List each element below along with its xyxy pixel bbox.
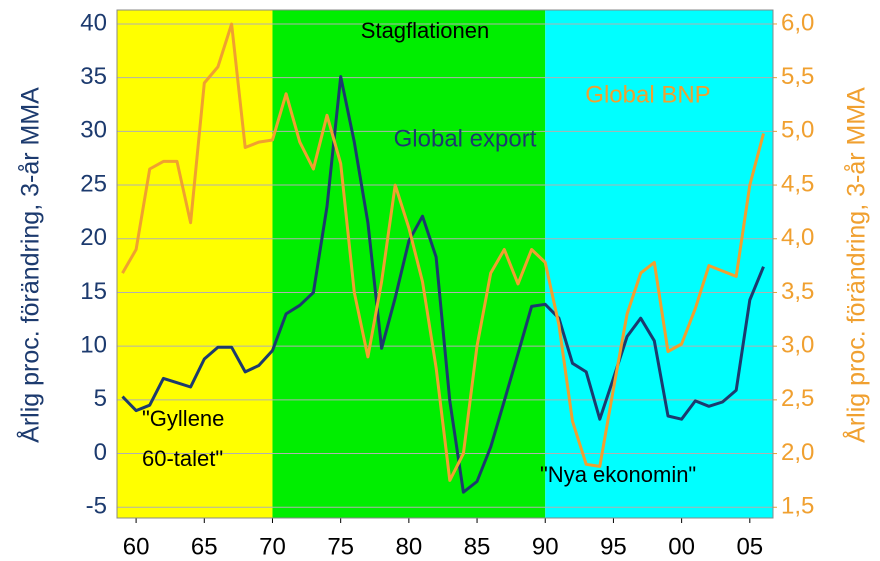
y-tick-label: 15 <box>80 278 107 305</box>
y2-tick-label: 4,5 <box>781 170 814 197</box>
y2-tick-label: 3,5 <box>781 278 814 305</box>
x-tick-label: 80 <box>396 533 423 560</box>
band <box>117 10 273 518</box>
y-axis-title: Årlig proc. förändring, 3-år MMA <box>15 87 45 443</box>
x-tick-label: 85 <box>464 533 491 560</box>
y2-tick-label: 5,0 <box>781 117 814 144</box>
y-tick-label: 0 <box>94 439 107 466</box>
y2-tick-label: 4,0 <box>781 224 814 251</box>
band <box>545 10 773 518</box>
y2-tick-label: 6,0 <box>781 9 814 36</box>
series-line <box>121 22 765 482</box>
series-label: Global export <box>394 125 537 152</box>
y-tick-label: 35 <box>80 63 107 90</box>
annotation: Stagflationen <box>361 18 489 43</box>
y-tick-label: 20 <box>80 224 107 251</box>
y2-tick-label: 2,0 <box>781 439 814 466</box>
x-tick-label: 60 <box>123 533 150 560</box>
y-tick-label: 5 <box>94 385 107 412</box>
y2-tick-label: 3,0 <box>781 332 814 359</box>
y-tick-label: -5 <box>86 493 107 520</box>
annotation: "Nya ekonomin" <box>540 462 696 487</box>
plot-frame <box>116 9 774 519</box>
x-tick-label: 05 <box>736 533 763 560</box>
y2-tick-label: 2,5 <box>781 385 814 412</box>
y2-tick-label: 5,5 <box>781 63 814 90</box>
y-tick-label: 30 <box>80 117 107 144</box>
y-tick-label: 25 <box>80 170 107 197</box>
series-line <box>121 75 765 494</box>
annotation: 60-talet" <box>142 446 223 471</box>
x-tick-label: 75 <box>327 533 354 560</box>
x-tick-label: 70 <box>259 533 286 560</box>
y-tick-label: 10 <box>80 332 107 359</box>
x-tick-label: 90 <box>532 533 559 560</box>
x-tick-label: 95 <box>600 533 627 560</box>
x-tick-label: 65 <box>191 533 218 560</box>
y2-tick-label: 1,5 <box>781 493 814 520</box>
series-label: Global BNP <box>585 81 710 108</box>
annotation: "Gyllene <box>142 406 224 431</box>
y-tick-label: 40 <box>80 9 107 36</box>
band <box>272 10 546 518</box>
y2-axis-title: Årlig proc. förändring, 3-år MMA <box>841 87 871 443</box>
x-tick-label: 00 <box>668 533 695 560</box>
